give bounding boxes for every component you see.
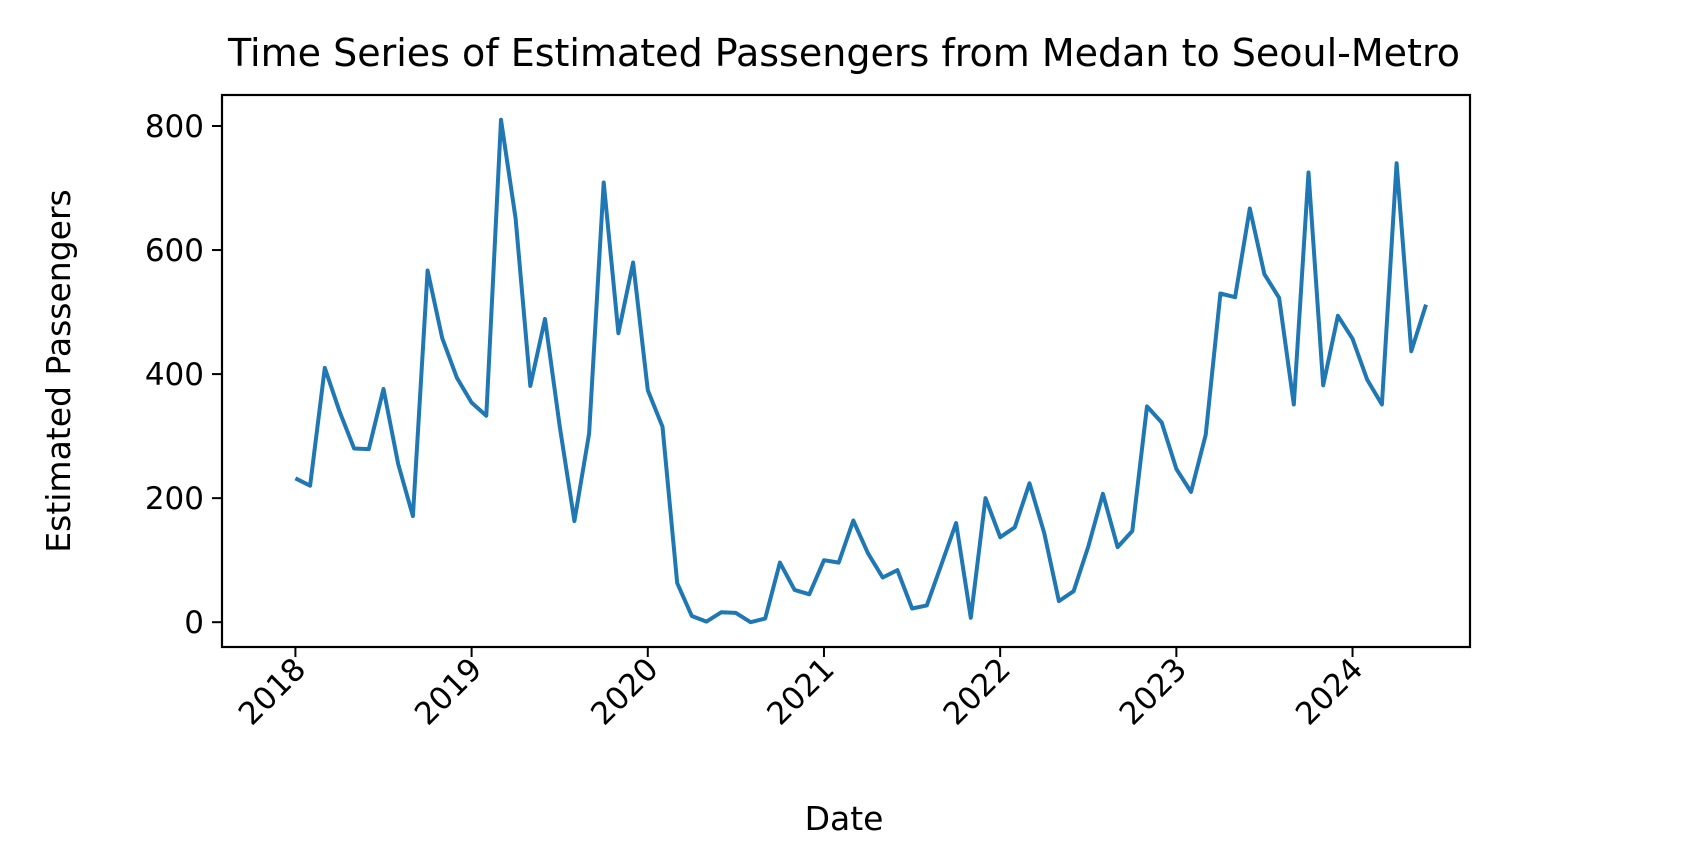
x-axis: 2018 2019 2020 2021 2022 2023 2024 [232, 647, 1370, 732]
chart-title: Time Series of Estimated Passengers from… [227, 31, 1460, 75]
y-axis-label: Estimated Passengers [39, 189, 78, 552]
y-tick-label: 800 [145, 109, 204, 145]
plot-lines [294, 117, 1428, 625]
x-tick-label: 2020 [584, 651, 665, 732]
y-tick-label: 600 [145, 233, 204, 269]
y-tick-label: 200 [145, 481, 204, 517]
series-line-0 [294, 117, 1428, 625]
y-tick-label: 0 [184, 605, 204, 641]
x-tick-label: 2024 [1289, 651, 1370, 732]
x-axis-label: Date [805, 799, 884, 838]
x-tick-label: 2022 [937, 651, 1018, 732]
y-tick-label: 400 [145, 357, 204, 393]
x-tick-label: 2019 [408, 651, 489, 732]
x-tick-label: 2023 [1113, 651, 1194, 732]
x-tick-label: 2021 [760, 651, 841, 732]
x-tick-label: 2018 [232, 651, 313, 732]
plot-frame [220, 93, 1472, 649]
y-axis: 0 200 400 600 800 [145, 109, 222, 641]
